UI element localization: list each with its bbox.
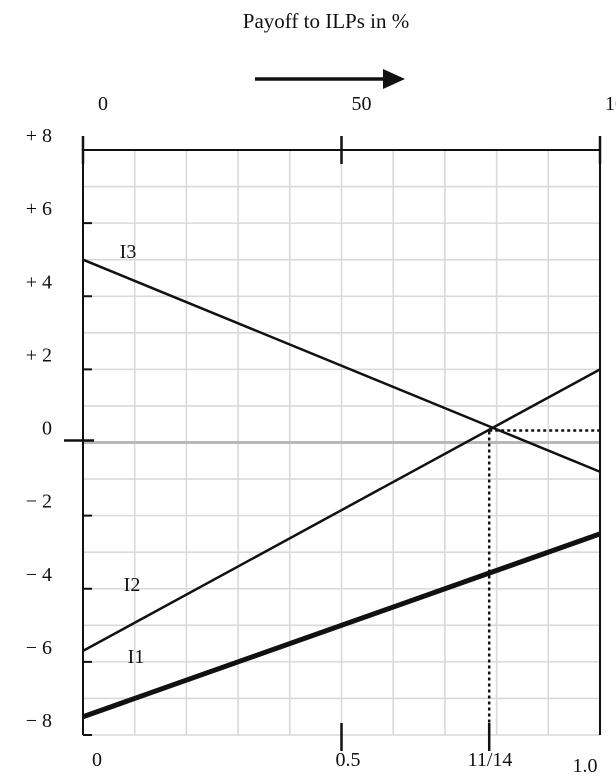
- series-label-i1: I1: [128, 646, 145, 668]
- chart-labels: Payoff to ILPs in % 0 50 100 + 8 + 6 + 4 + 2 0 −…: [26, 9, 616, 777]
- top-axis-tick-label: 0: [98, 93, 108, 115]
- y-axis-tick-label: − 6: [26, 637, 52, 659]
- x-axis-tick-label: 1.0: [573, 755, 598, 777]
- direction-arrow-head: [383, 69, 405, 89]
- series-lines: [82, 258, 601, 720]
- axes: [64, 69, 602, 751]
- x-axis-tick-label: 11/14: [468, 749, 513, 771]
- y-axis-tick-label: + 4: [26, 271, 52, 293]
- intersection-guides: [487, 429, 600, 735]
- top-axis-tick-label: 50: [352, 93, 372, 115]
- y-axis-tick-label: + 6: [26, 198, 52, 220]
- y-axis-tick-label: − 2: [26, 491, 52, 513]
- y-axis-tick-label: + 8: [26, 125, 52, 147]
- grid: [83, 149, 600, 736]
- series-line-i1: [82, 531, 601, 720]
- series-line-i3: [82, 258, 601, 473]
- series-label-i3: I3: [120, 241, 137, 263]
- y-axis-tick-label: − 4: [26, 564, 52, 586]
- y-axis-tick-label: 0: [42, 418, 52, 440]
- x-axis-tick-label: 0.5: [336, 749, 361, 771]
- y-axis-tick-label: − 8: [26, 710, 52, 732]
- series-line-i2: [82, 368, 601, 653]
- series-label-i2: I2: [124, 574, 141, 596]
- x-axis-tick-label: 0: [92, 749, 102, 771]
- y-axis-tick-label: + 2: [26, 344, 52, 366]
- chart-title: Payoff to ILPs in %: [243, 9, 409, 33]
- top-axis-tick-label: 100: [605, 93, 616, 115]
